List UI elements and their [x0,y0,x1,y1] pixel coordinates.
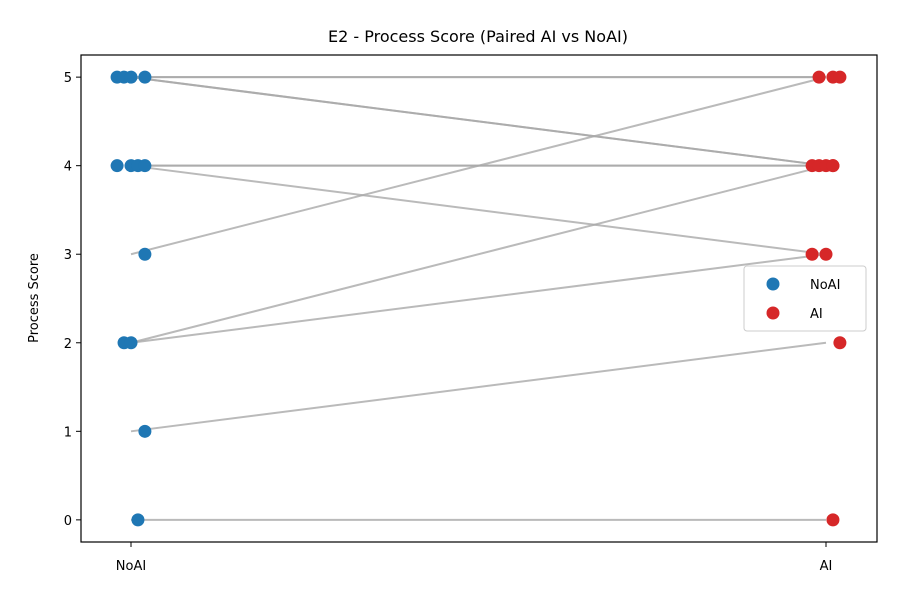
x-tick-label: NoAI [116,559,146,574]
pair-line [130,341,827,433]
y-axis-label: Process Score [27,253,42,343]
ai-point [812,70,826,84]
noai-point [138,159,152,173]
pair-lines [130,76,827,521]
pair-line [130,164,827,256]
legend: NoAI AI [743,265,867,332]
ai-point [805,247,819,261]
noai-point [138,70,152,84]
noai-point [124,70,138,84]
noai-point [110,159,124,173]
noai-point [131,513,145,527]
pair-line [130,76,827,256]
ai-point [826,513,840,527]
legend-box [743,265,867,332]
y-tick-label: 5 [64,71,72,86]
y-tick-label: 3 [64,248,72,263]
legend-marker-noai [766,277,780,291]
y-tick-label: 0 [64,514,72,529]
ai-point [819,247,833,261]
pair-line [130,253,827,344]
ai-point [826,159,840,173]
plot-frame [80,54,878,543]
x-axis-ticks: NoAI AI [116,542,833,574]
y-tick-label: 4 [64,160,72,175]
ai-point [833,336,847,350]
data-points [110,70,847,527]
noai-point [138,424,152,438]
ai-point [833,70,847,84]
legend-marker-ai [766,306,780,320]
chart-title: E2 - Process Score (Paired AI vs NoAI) [328,27,628,46]
y-tick-label: 1 [64,425,72,440]
pair-line [130,76,827,167]
legend-label-ai: AI [810,307,823,322]
noai-point [124,336,138,350]
noai-point [138,247,152,261]
y-tick-label: 2 [64,337,72,352]
legend-label-noai: NoAI [810,278,840,293]
pair-line [130,164,827,344]
y-axis-ticks: 0 1 2 3 4 5 [64,71,81,529]
x-tick-label: AI [820,559,833,574]
